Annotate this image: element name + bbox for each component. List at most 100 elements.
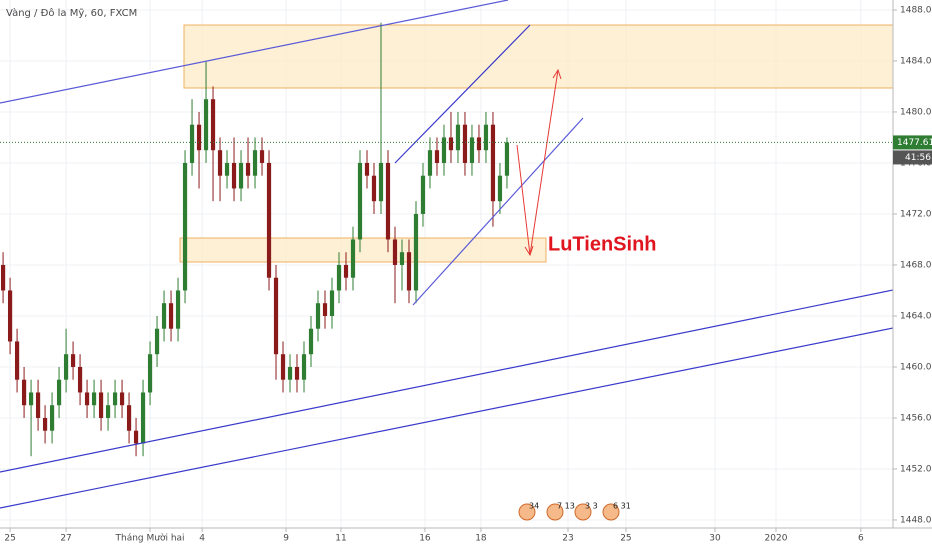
candle-body <box>322 303 328 316</box>
candle-body <box>91 392 97 406</box>
candle-body <box>147 354 153 393</box>
candles <box>0 22 510 457</box>
y-tick-label: 1456.00 <box>900 413 932 423</box>
candle-body <box>84 392 90 406</box>
x-tick-label: 27 <box>60 534 71 544</box>
candle-body <box>294 366 300 380</box>
candle-body <box>427 150 433 176</box>
candle-body <box>154 328 160 355</box>
x-tick-label: 4 <box>199 534 205 544</box>
events: 34 7 13 3 3 6 31 <box>518 502 631 521</box>
candle-body <box>350 239 356 278</box>
y-tick-label: 1468.00 <box>900 260 932 270</box>
candle-body <box>42 417 48 431</box>
candle-body <box>315 303 321 329</box>
candle-body <box>357 162 363 240</box>
arrow-head <box>552 68 562 80</box>
candle-body <box>126 405 132 431</box>
candle-body <box>483 124 489 151</box>
event-icon <box>574 503 592 521</box>
candle-body <box>504 142 510 176</box>
candle-body <box>252 150 258 176</box>
y-tick-label: 1480.00 <box>900 107 932 117</box>
y-tick-label: 1488.00 <box>900 5 932 15</box>
y-tick-label: 1448.00 <box>900 515 932 525</box>
candle-body <box>462 124 468 163</box>
x-tick-label: 18 <box>475 534 487 544</box>
candle-body <box>77 366 83 393</box>
candle-body <box>98 392 104 418</box>
candle-body <box>308 328 314 355</box>
candle-body <box>287 366 293 380</box>
x-tick-label: 25 <box>4 534 15 544</box>
candle-body <box>203 99 209 151</box>
axes: 1448.00 1452.00 1456.00 1460.00 1464.00 1468.… <box>0 5 932 544</box>
event-label: 3 3 <box>585 502 598 511</box>
candle-body <box>385 162 391 240</box>
support-zone <box>179 237 547 263</box>
trendline <box>394 24 531 164</box>
candle-body <box>140 392 146 444</box>
resistance-zone <box>183 24 894 89</box>
event-icon <box>518 503 536 521</box>
candle-body <box>497 175 503 202</box>
candle-body <box>168 303 174 329</box>
trendlines <box>0 0 894 509</box>
candle-body <box>133 430 139 444</box>
candle-body <box>336 264 342 291</box>
candle-body <box>280 354 286 380</box>
trendline <box>0 0 509 104</box>
x-tick-label: Tháng Mười hai <box>115 533 185 544</box>
trendline <box>0 327 894 509</box>
candle-body <box>343 264 349 278</box>
candle-body <box>210 99 216 151</box>
candle-body <box>63 354 69 380</box>
y-tick-label: 1460.00 <box>900 362 932 372</box>
candle-body <box>364 162 370 176</box>
event-label: 6 31 <box>613 502 631 511</box>
last-price-tag <box>893 135 932 150</box>
candle-body <box>273 277 279 355</box>
candle-body <box>448 137 454 151</box>
x-tick-label: 25 <box>620 534 631 544</box>
candle-body <box>196 124 202 151</box>
x-tick-label: 30 <box>709 534 721 544</box>
event-icon <box>546 503 564 521</box>
arrows <box>516 68 562 257</box>
candle-body <box>469 137 475 163</box>
y-tick-label: 1464.00 <box>900 311 932 321</box>
y-tick-label: 1452.00 <box>900 464 932 474</box>
candle-body <box>231 162 237 189</box>
y-tick-label: 1484.00 <box>900 56 932 66</box>
candle-body <box>70 354 76 367</box>
candle-body <box>301 354 307 380</box>
candle-body <box>378 162 384 202</box>
candle-body <box>105 405 111 418</box>
x-tick-label: 23 <box>562 534 573 544</box>
candle-body <box>14 341 20 380</box>
candle-body <box>175 290 181 329</box>
candle-body <box>189 124 195 163</box>
candle-body <box>434 150 440 163</box>
x-tick-label: 9 <box>283 534 289 544</box>
candle-body <box>161 303 167 329</box>
event-label: 34 <box>529 502 539 511</box>
candle-body <box>56 379 62 406</box>
candle-body <box>420 175 426 214</box>
candle-body <box>35 392 41 418</box>
candle-body <box>490 124 496 202</box>
arrow <box>516 144 531 256</box>
event-icon <box>602 503 620 521</box>
candle-body <box>266 162 272 278</box>
trendline <box>412 117 584 306</box>
candle-body <box>21 379 27 406</box>
candle-body <box>49 405 55 431</box>
event-label: 7 13 <box>557 502 575 511</box>
candle-body <box>217 150 223 176</box>
candle-body <box>406 252 412 291</box>
y-tick-label: 1472.00 <box>900 209 932 219</box>
candle-body <box>28 392 34 406</box>
x-tick-label: 6 <box>858 534 864 544</box>
